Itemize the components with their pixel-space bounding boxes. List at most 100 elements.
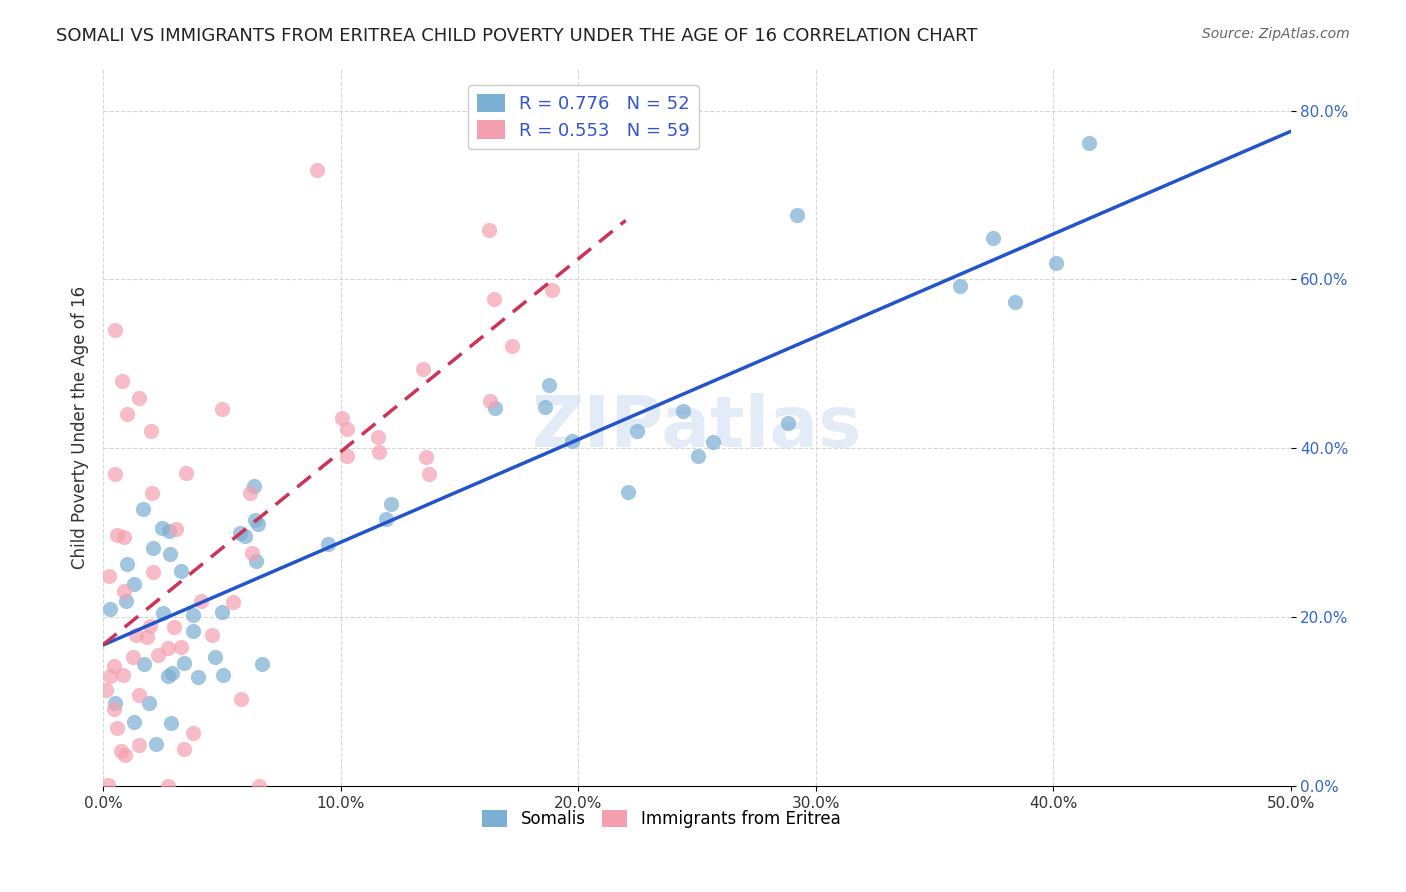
Point — [128, 391, 150, 405]
Point — [105, 721, 128, 735]
Point — [128, 688, 150, 702]
Point — [201, 628, 224, 642]
Point — [222, 595, 245, 609]
Text: Source: ZipAtlas.com: Source: ZipAtlas.com — [1202, 27, 1350, 41]
Point — [163, 620, 186, 634]
Point — [949, 278, 972, 293]
Point — [139, 425, 162, 439]
Point — [103, 702, 125, 716]
Point — [245, 513, 267, 527]
Point — [330, 410, 353, 425]
Point — [316, 536, 339, 550]
Point — [125, 628, 148, 642]
Point — [104, 467, 127, 481]
Point — [115, 558, 138, 572]
Point — [100, 602, 122, 616]
Point — [534, 401, 557, 415]
Point — [367, 445, 389, 459]
Point — [138, 696, 160, 710]
Point — [122, 576, 145, 591]
Point — [112, 667, 135, 681]
Point — [181, 624, 204, 639]
Point — [336, 422, 359, 436]
Point — [305, 162, 328, 177]
Point — [541, 283, 564, 297]
Point — [122, 714, 145, 729]
Point — [181, 726, 204, 740]
Point — [229, 692, 252, 706]
Point — [110, 744, 132, 758]
Point — [112, 584, 135, 599]
Point — [786, 209, 808, 223]
Point — [1077, 136, 1099, 150]
Point — [159, 715, 181, 730]
Point — [160, 666, 183, 681]
Point — [112, 530, 135, 544]
Point — [702, 434, 724, 449]
Point — [170, 564, 193, 578]
Point — [115, 594, 138, 608]
Point — [134, 657, 156, 671]
Point — [157, 524, 180, 538]
Point — [94, 683, 117, 698]
Point — [190, 593, 212, 607]
Point — [240, 546, 263, 560]
Point — [128, 738, 150, 752]
Point — [173, 656, 195, 670]
Point — [157, 779, 180, 793]
Legend: Somalis, Immigrants from Eritrea: Somalis, Immigrants from Eritrea — [475, 804, 846, 835]
Text: ZIPatlas: ZIPatlas — [531, 392, 862, 462]
Point — [243, 479, 266, 493]
Point — [517, 124, 540, 138]
Point — [375, 511, 398, 525]
Point — [142, 565, 165, 579]
Point — [211, 668, 233, 682]
Point — [187, 670, 209, 684]
Point — [141, 486, 163, 500]
Point — [247, 517, 270, 532]
Point — [105, 527, 128, 541]
Point — [247, 779, 270, 793]
Point — [501, 339, 523, 353]
Point — [103, 659, 125, 673]
Point — [776, 417, 799, 431]
Point — [165, 522, 187, 536]
Point — [139, 618, 162, 632]
Point — [115, 408, 138, 422]
Point — [135, 630, 157, 644]
Text: SOMALI VS IMMIGRANTS FROM ERITREA CHILD POVERTY UNDER THE AGE OF 16 CORRELATION : SOMALI VS IMMIGRANTS FROM ERITREA CHILD … — [56, 27, 977, 45]
Point — [250, 657, 273, 671]
Point — [239, 485, 262, 500]
Point — [688, 449, 710, 463]
Point — [415, 450, 437, 464]
Point — [672, 404, 695, 418]
Point — [617, 484, 640, 499]
Point — [173, 741, 195, 756]
Point — [484, 401, 506, 416]
Point — [150, 521, 173, 535]
Point — [181, 607, 204, 622]
Point — [104, 323, 127, 337]
Point — [478, 222, 501, 236]
Point — [146, 648, 169, 662]
Y-axis label: Child Poverty Under the Age of 16: Child Poverty Under the Age of 16 — [72, 285, 89, 569]
Point — [111, 374, 134, 388]
Point — [233, 529, 256, 543]
Point — [97, 778, 120, 792]
Point — [159, 547, 181, 561]
Point — [157, 669, 180, 683]
Point — [245, 554, 267, 568]
Point — [380, 497, 402, 511]
Point — [211, 605, 233, 619]
Point — [626, 424, 648, 438]
Point — [211, 402, 233, 417]
Point — [97, 568, 120, 582]
Point — [478, 394, 501, 409]
Point — [204, 649, 226, 664]
Point — [229, 525, 252, 540]
Point — [170, 640, 193, 654]
Point — [114, 747, 136, 762]
Point — [122, 650, 145, 665]
Point — [104, 697, 127, 711]
Point — [981, 230, 1004, 244]
